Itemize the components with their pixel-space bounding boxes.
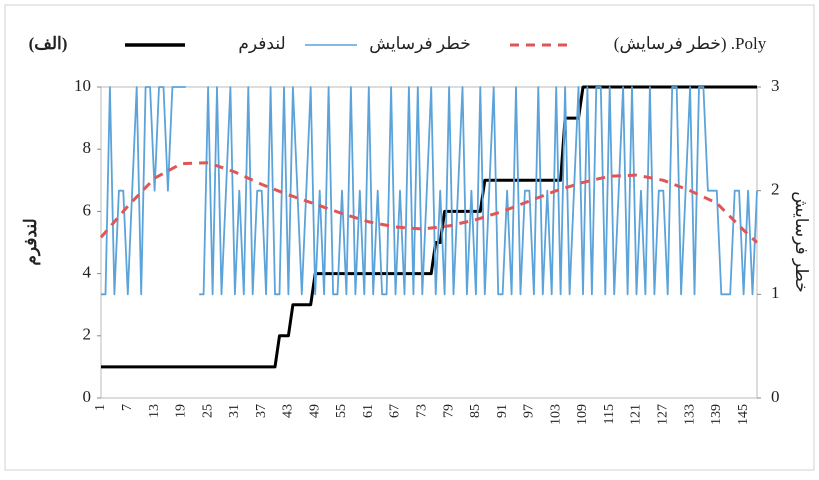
y2-tick-label: 0 xyxy=(771,387,780,406)
y-tick-label: 0 xyxy=(83,387,92,406)
x-tick-label: 103 xyxy=(548,404,563,425)
y-axis-label: لندفرم xyxy=(21,218,41,265)
y2-tick-label: 3 xyxy=(771,76,780,95)
series-line xyxy=(99,161,759,244)
x-tick-label: 133 xyxy=(682,404,697,425)
x-tick-label: 121 xyxy=(629,404,644,425)
x-tick-label: 127 xyxy=(656,404,671,425)
y2-tick-label: 1 xyxy=(771,283,780,302)
x-tick-label: 115 xyxy=(602,404,617,424)
x-tick-label: 73 xyxy=(415,404,430,418)
x-tick-label: 139 xyxy=(709,404,724,425)
x-tick-label: 97 xyxy=(522,404,537,418)
series-line xyxy=(101,86,758,296)
x-tick-label: 19 xyxy=(174,404,189,418)
y2-tick-label: 2 xyxy=(771,180,780,199)
legend-label: لندفرم xyxy=(238,34,285,54)
x-tick-label: 25 xyxy=(200,404,215,418)
x-tick-label: 91 xyxy=(495,404,510,418)
x-tick-label: 55 xyxy=(334,404,349,418)
legend-label: Poly. (خطر فرسایش) xyxy=(614,34,767,54)
x-tick-label: 61 xyxy=(361,404,376,418)
x-tick-label: 37 xyxy=(254,404,269,418)
x-tick-label: 67 xyxy=(388,404,403,418)
x-tick-label: 43 xyxy=(281,404,296,418)
x-tick-label: 7 xyxy=(120,404,135,411)
x-tick-label: 79 xyxy=(441,404,456,418)
x-tick-label: 85 xyxy=(468,404,483,418)
x-tick-label: 145 xyxy=(736,404,751,425)
y-tick-label: 2 xyxy=(83,325,92,344)
y-tick-label: 8 xyxy=(83,138,92,157)
y-tick-label: 4 xyxy=(83,263,92,282)
y-tick-label: 10 xyxy=(74,76,91,95)
series-line xyxy=(101,85,757,369)
legend-label: خطر فرسایش xyxy=(369,34,470,54)
x-tick-label: 13 xyxy=(147,404,162,418)
x-tick-label: 31 xyxy=(227,404,242,418)
x-tick-label: 109 xyxy=(575,404,590,425)
y-tick-label: 6 xyxy=(83,200,92,219)
y2-axis-label: خطر فرسایش xyxy=(791,191,811,292)
chart-border xyxy=(4,4,815,471)
x-tick-label: 1 xyxy=(93,404,108,411)
x-tick-label: 49 xyxy=(307,404,322,418)
panel-label: (الف) xyxy=(29,34,68,53)
